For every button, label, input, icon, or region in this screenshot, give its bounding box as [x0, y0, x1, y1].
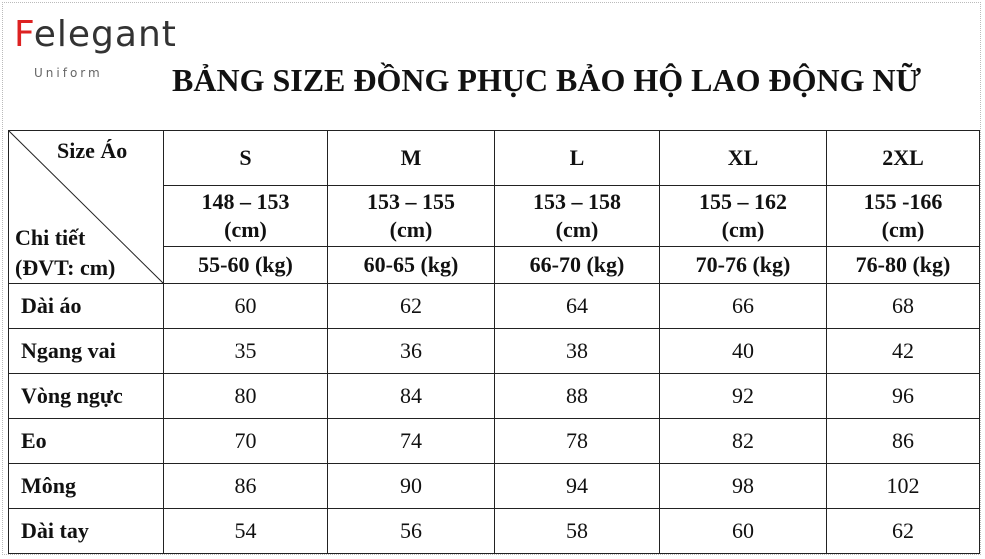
- cell: 86: [826, 418, 980, 464]
- height-cell: 153 – 155 (cm): [327, 185, 495, 247]
- size-header: 2XL: [826, 130, 980, 186]
- corner-cell: Size Áo Chi tiết (ĐVT: cm): [8, 130, 164, 284]
- cell: 86: [163, 463, 328, 509]
- cell: 92: [659, 373, 827, 419]
- row-label: Vòng ngực: [8, 373, 164, 419]
- title: BẢNG SIZE ĐỒNG PHỤC BẢO HỘ LAO ĐỘNG NỮ: [172, 62, 922, 98]
- size-header: XL: [659, 130, 827, 186]
- row-label: Dài tay: [8, 508, 164, 554]
- cell: 62: [826, 508, 980, 554]
- cell: 64: [494, 283, 660, 329]
- height-cell: 155 – 162 (cm): [659, 185, 827, 247]
- data-row: Mông 86 90 94 98 102: [8, 463, 980, 509]
- logo-name: Felegant: [14, 14, 177, 55]
- cell: 66: [659, 283, 827, 329]
- height-line: 153 – 155: [367, 189, 455, 214]
- row-label: Mông: [8, 463, 164, 509]
- cell: 74: [327, 418, 495, 464]
- cell: 56: [327, 508, 495, 554]
- height-line: (cm): [224, 217, 267, 242]
- row-label: Dài áo: [8, 283, 164, 329]
- cell: 90: [327, 463, 495, 509]
- cell: 80: [163, 373, 328, 419]
- header-row: Size Áo Chi tiết (ĐVT: cm) S M L XL 2XL: [8, 130, 980, 284]
- height-line: 153 – 158: [533, 189, 621, 214]
- cell: 98: [659, 463, 827, 509]
- cell: 84: [327, 373, 495, 419]
- weight-cell: 66-70 (kg): [494, 246, 660, 284]
- cell: 42: [826, 328, 980, 374]
- corner-line: (ĐVT: cm): [15, 255, 116, 280]
- row-label: Ngang vai: [8, 328, 164, 374]
- cell: 38: [494, 328, 660, 374]
- weight-cell: 60-65 (kg): [327, 246, 495, 284]
- corner-line: Chi tiết: [15, 225, 86, 250]
- cell: 68: [826, 283, 980, 329]
- height-cell: 153 – 158 (cm): [494, 185, 660, 247]
- data-row: Eo 70 74 78 82 86: [8, 418, 980, 464]
- cell: 94: [494, 463, 660, 509]
- cell: 58: [494, 508, 660, 554]
- cell: 60: [163, 283, 328, 329]
- cell: 35: [163, 328, 328, 374]
- data-row: Dài tay 54 56 58 60 62: [8, 508, 980, 554]
- cell: 96: [826, 373, 980, 419]
- height-cell: 155 -166 (cm): [826, 185, 980, 247]
- row-label: Eo: [8, 418, 164, 464]
- height-line: (cm): [881, 217, 925, 242]
- corner-top: Size Áo: [57, 138, 128, 163]
- weight-cell: 70-76 (kg): [659, 246, 827, 284]
- weight-row: 55-60 (kg) 60-65 (kg) 66-70 (kg) 70-76 (kg)…: [9, 246, 980, 284]
- data-row: Ngang vai 35 36 38 40 42: [8, 328, 980, 374]
- logo: Felegant Uniform: [14, 14, 176, 84]
- data-row: Vòng ngực 80 84 88 92 96: [8, 373, 980, 419]
- weight-cell: 76-80 (kg): [826, 246, 980, 284]
- height-cell: 148 – 153 (cm): [163, 185, 328, 247]
- cell: 40: [659, 328, 827, 374]
- weight-cell: 55-60 (kg): [163, 246, 328, 284]
- cell: 102: [826, 463, 980, 509]
- size-header: L: [494, 130, 660, 186]
- height-row: 148 – 153 (cm) 153 – 155 (cm) 153 – 158 (cm) 1…: [9, 185, 980, 247]
- cell: 36: [327, 328, 495, 374]
- height-line: 155 -166: [863, 189, 943, 214]
- corner-bottom: Chi tiết (ĐVT: cm): [15, 223, 115, 283]
- size-header: S: [163, 130, 328, 186]
- cell: 60: [659, 508, 827, 554]
- cell: 62: [327, 283, 495, 329]
- height-line: 155 – 162: [699, 189, 787, 214]
- cell: 78: [494, 418, 660, 464]
- logo-sub: Uniform: [34, 66, 103, 80]
- size-header: M: [327, 130, 495, 186]
- cell: 70: [163, 418, 328, 464]
- cell: 54: [163, 508, 328, 554]
- data-row: Dài áo 60 62 64 66 68: [8, 283, 980, 329]
- size-table: Size Áo Chi tiết (ĐVT: cm) S M L XL 2XL 148 – 15…: [8, 130, 980, 554]
- height-line: (cm): [721, 217, 765, 242]
- height-line: 148 – 153: [201, 189, 290, 214]
- cell: 82: [659, 418, 827, 464]
- height-line: (cm): [555, 217, 599, 242]
- diagonal: [9, 131, 164, 284]
- cell: 88: [494, 373, 660, 419]
- height-line: (cm): [389, 217, 433, 242]
